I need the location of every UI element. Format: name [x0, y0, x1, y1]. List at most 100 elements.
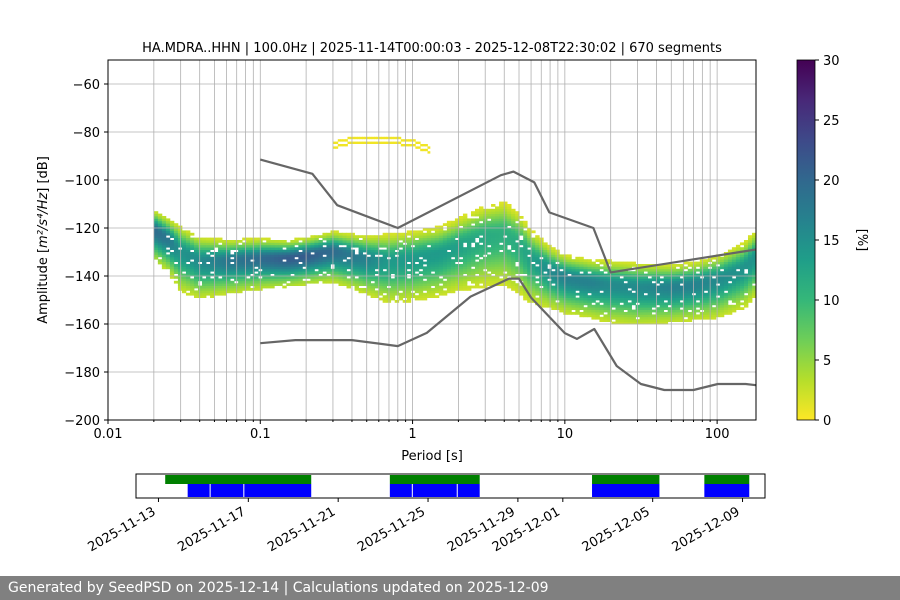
- heatmap-cell: [230, 271, 235, 274]
- heatmap-cell: [711, 300, 717, 303]
- heatmap-cell: [153, 254, 159, 258]
- heatmap-cell: [731, 290, 737, 294]
- heatmap-cell: [575, 266, 580, 270]
- heatmap-cell: [193, 247, 199, 250]
- heatmap-cell: [655, 266, 661, 270]
- heatmap-cell: [206, 273, 211, 277]
- heatmap-cell: [262, 249, 267, 253]
- heatmap-cell: [390, 249, 396, 253]
- heatmap-cell: [262, 285, 267, 289]
- heatmap-cell: [430, 278, 436, 282]
- heatmap-cell: [470, 218, 476, 222]
- heatmap-cell: [671, 304, 677, 308]
- heatmap-cell: [189, 292, 195, 296]
- heatmap-cell: [350, 276, 355, 279]
- heatmap-cell: [169, 264, 175, 267]
- heatmap-cell: [563, 264, 568, 267]
- heatmap-cell: [426, 228, 432, 231]
- heatmap-cell: [647, 273, 653, 277]
- heatmap-cell: [691, 288, 697, 291]
- heatmap-cell: [719, 312, 725, 315]
- heatmap-cell: [414, 290, 420, 294]
- heatmap-cell: [394, 276, 400, 279]
- heatmap-cell: [454, 288, 460, 291]
- noise-model-nlnm: [260, 277, 757, 392]
- heatmap-cell: [559, 309, 564, 313]
- heatmap-cell: [310, 256, 315, 260]
- heatmap-cell: [687, 261, 693, 265]
- heatmap-cell: [470, 276, 476, 279]
- heatmap-cell: [446, 290, 452, 294]
- heatmap-cell: [695, 309, 701, 313]
- heatmap-cell: [185, 242, 191, 246]
- heatmap-cell: [406, 254, 412, 258]
- heatmap-cell: [370, 278, 376, 282]
- heatmap-cell: [715, 312, 721, 315]
- heatmap-cell: [173, 244, 179, 248]
- heatmap-cell: [523, 247, 528, 250]
- heatmap-cell: [438, 290, 444, 294]
- heatmap-cell: [214, 278, 219, 282]
- heatmap-cell: [470, 285, 476, 289]
- heatmap-cell: [495, 240, 500, 243]
- heatmap-cell: [193, 295, 199, 298]
- heatmap-cell: [503, 232, 508, 236]
- heatmap-cell: [739, 307, 745, 310]
- heatmap-cell: [322, 237, 327, 241]
- heatmap-cell: [366, 273, 372, 277]
- heatmap-cell: [210, 290, 215, 294]
- heatmap-cell: [394, 235, 400, 238]
- heatmap-cell: [675, 309, 681, 313]
- segment-bar: [187, 484, 312, 497]
- heatmap-cell: [611, 300, 616, 303]
- heatmap-cell: [302, 283, 307, 286]
- heatmap-cell: [378, 240, 384, 243]
- heatmap-cell: [583, 292, 588, 296]
- heatmap-cell: [238, 288, 243, 291]
- heatmap-cell: [747, 261, 753, 265]
- heatmap-cell: [495, 206, 500, 210]
- heatmap-cell: [535, 259, 540, 262]
- heatmap-cell: [266, 240, 271, 243]
- heatmap-cell: [523, 259, 528, 262]
- heatmap-cell: [531, 249, 536, 253]
- heatmap-cell: [491, 230, 496, 234]
- heatmap-cell: [254, 264, 259, 267]
- heatmap-cell: [527, 300, 532, 303]
- heatmap-cell: [587, 300, 592, 303]
- heatmap-cell: [671, 268, 677, 272]
- heatmap-cell: [286, 261, 291, 265]
- heatmap-cell: [354, 283, 359, 286]
- heatmap-cell: [711, 278, 717, 282]
- heatmap-cell: [410, 283, 416, 286]
- heatmap-cell: [346, 235, 351, 238]
- heatmap-cell: [302, 273, 307, 277]
- heatmap-cell: [298, 266, 303, 270]
- heatmap-cell: [695, 314, 701, 318]
- heatmap-cell: [499, 204, 504, 207]
- heatmap-cell: [470, 232, 476, 236]
- heatmap-cell: [290, 252, 295, 255]
- heatmap-cell: [462, 225, 468, 229]
- heatmap-cell: [322, 278, 327, 282]
- heatmap-cell: [615, 266, 620, 270]
- heatmap-cell: [523, 232, 528, 236]
- heatmap-cell: [425, 144, 428, 147]
- heatmap-cell: [381, 141, 385, 144]
- heatmap-cell: [687, 307, 693, 310]
- heatmap-cell: [189, 264, 195, 267]
- heatmap-cell: [354, 259, 359, 262]
- heatmap-cell: [607, 316, 612, 320]
- heatmap-cell: [438, 242, 444, 246]
- heatmap-cell: [294, 273, 299, 277]
- heatmap-cell: [450, 244, 456, 248]
- heatmap-cell: [571, 300, 576, 303]
- heatmap-cell: [430, 266, 436, 270]
- heatmap-cell: [603, 273, 608, 277]
- heatmap-cell: [290, 266, 295, 270]
- heatmap-cell: [410, 139, 414, 142]
- heatmap-cell: [683, 278, 689, 282]
- heatmap-cell: [466, 235, 472, 238]
- heatmap-cell: [350, 280, 355, 284]
- heatmap-cell: [395, 136, 399, 140]
